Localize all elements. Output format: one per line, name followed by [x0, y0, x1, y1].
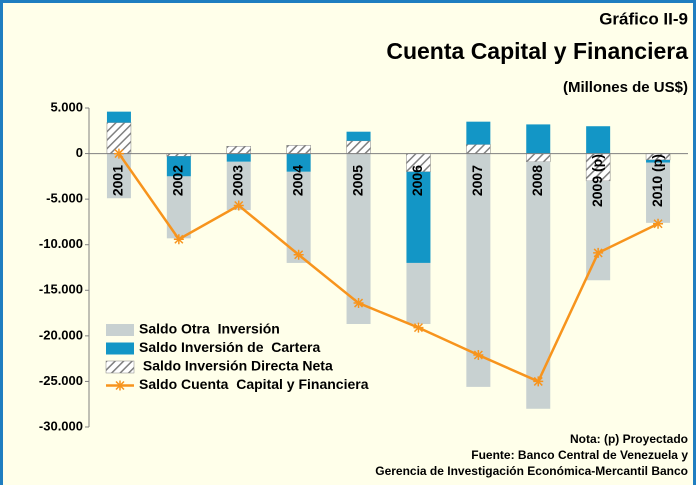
bar	[466, 121, 491, 145]
bar	[286, 153, 311, 172]
bar	[586, 126, 611, 154]
x-tick-label: 2009 (p)	[589, 154, 605, 207]
bar	[286, 145, 311, 154]
chart-subtitle: (Millones de US$)	[563, 79, 688, 96]
y-tick-label: -30.000	[39, 418, 83, 433]
y-tick-label: -20.000	[39, 327, 83, 342]
legend-swatch	[106, 324, 134, 336]
note: Fuente: Banco Central de Venezuela y	[471, 448, 688, 462]
line-marker	[473, 349, 484, 360]
legend-label: Saldo Cuenta Capital y Financiera	[139, 376, 369, 392]
line	[117, 152, 659, 384]
y-tick-label: 0	[76, 145, 83, 160]
legend-label: Saldo Inversión de Cartera	[139, 339, 320, 355]
y-tick-label: -15.000	[39, 282, 83, 297]
y-tick-label: 5.000	[50, 99, 83, 114]
y-tick-label: -25.000	[39, 373, 83, 388]
legend-label: Saldo Otra Inversión	[139, 321, 280, 337]
bar	[585, 153, 611, 182]
chart-supertitle: Gráfico II-9	[599, 9, 688, 28]
note: Nota: (p) Proyectado	[570, 432, 688, 446]
x-tick-label: 2003	[229, 165, 245, 196]
x-tick-label: 2007	[469, 165, 485, 196]
chart-title: Cuenta Capital y Financiera	[386, 38, 688, 64]
x-tick-label: 2005	[349, 165, 365, 196]
bar	[646, 159, 671, 163]
line-marker	[173, 234, 184, 245]
legend-swatch	[105, 360, 135, 374]
bar	[346, 131, 371, 141]
bar	[106, 122, 132, 154]
line-marker	[233, 200, 244, 211]
legend-label: Saldo Inversión Directa Neta	[139, 358, 333, 374]
bar	[526, 153, 551, 163]
bar	[406, 262, 431, 325]
x-tick-label: 2010 (p)	[649, 154, 665, 207]
bar	[526, 124, 551, 154]
bar	[646, 162, 671, 223]
legend-marker	[115, 380, 125, 391]
bar	[226, 153, 251, 162]
line-marker	[533, 376, 544, 387]
line-marker	[413, 322, 424, 333]
x-tick-label: 2001	[110, 165, 126, 196]
y-tick-label: -10.000	[39, 236, 83, 251]
bar	[466, 153, 491, 387]
bar	[586, 180, 611, 281]
x-tick-label: 2006	[409, 165, 425, 196]
bar	[106, 153, 131, 199]
bar	[106, 111, 131, 123]
note: Gerencia de Investigación Económica-Merc…	[375, 464, 688, 478]
x-tick-label: 2002	[170, 165, 186, 196]
bar	[406, 171, 431, 263]
bar	[346, 140, 371, 154]
x-tick-label: 2004	[289, 165, 305, 196]
line-marker	[593, 247, 604, 258]
bar	[526, 161, 551, 409]
bar	[226, 146, 251, 154]
legend-swatch	[106, 342, 134, 355]
line-marker	[353, 298, 364, 309]
bar	[466, 144, 491, 154]
bar	[166, 156, 191, 177]
x-tick-label: 2008	[529, 165, 545, 196]
y-tick-label: -5.000	[46, 191, 83, 206]
line-marker	[653, 218, 664, 229]
line-marker	[293, 249, 304, 260]
line-marker	[113, 148, 124, 159]
